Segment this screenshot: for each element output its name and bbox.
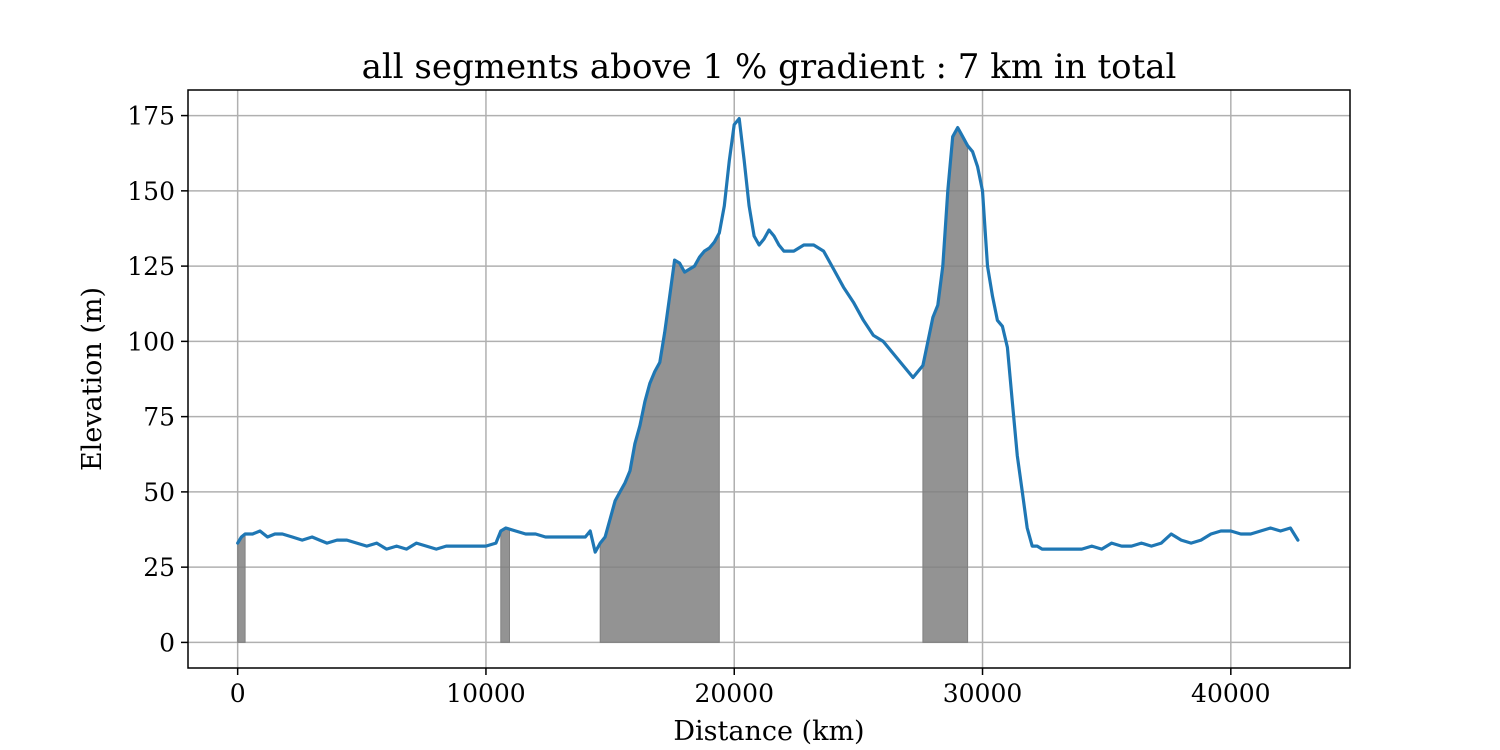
y-tick-label: 0 xyxy=(159,628,175,657)
x-tick-label: 40000 xyxy=(1191,679,1271,708)
gradient-fill-segments xyxy=(237,126,969,643)
gradient-fill-segment xyxy=(599,232,720,643)
x-axis-label: Distance (km) xyxy=(673,716,864,747)
elevation-line xyxy=(236,117,1300,554)
x-tick-label: 30000 xyxy=(943,679,1023,708)
gradient-fill-segment xyxy=(922,126,969,643)
y-tick-label: 100 xyxy=(127,327,175,356)
x-tick-label: 0 xyxy=(230,679,246,708)
y-tick-label: 175 xyxy=(127,102,175,131)
y-tick-label: 150 xyxy=(127,177,175,206)
ticks: 0 10000 20000 30000 40000 0 25 50 75 100 125 150 175 xyxy=(127,102,1270,708)
y-tick-label: 75 xyxy=(143,403,175,432)
elevation-line-layer xyxy=(236,117,1300,554)
y-axis-label: Elevation (m) xyxy=(77,287,108,471)
y-tick-label: 125 xyxy=(127,252,175,281)
gradient-fill-segment xyxy=(500,527,510,643)
x-tick-label: 20000 xyxy=(694,679,774,708)
gradient-fill-segment xyxy=(237,532,246,643)
y-tick-label: 50 xyxy=(143,478,175,507)
grid xyxy=(188,90,1350,668)
x-tick-label: 10000 xyxy=(446,679,526,708)
y-tick-label: 25 xyxy=(143,553,175,582)
chart-title: all segments above 1 % gradient : 7 km i… xyxy=(362,47,1177,87)
plot-frame xyxy=(187,89,1351,669)
